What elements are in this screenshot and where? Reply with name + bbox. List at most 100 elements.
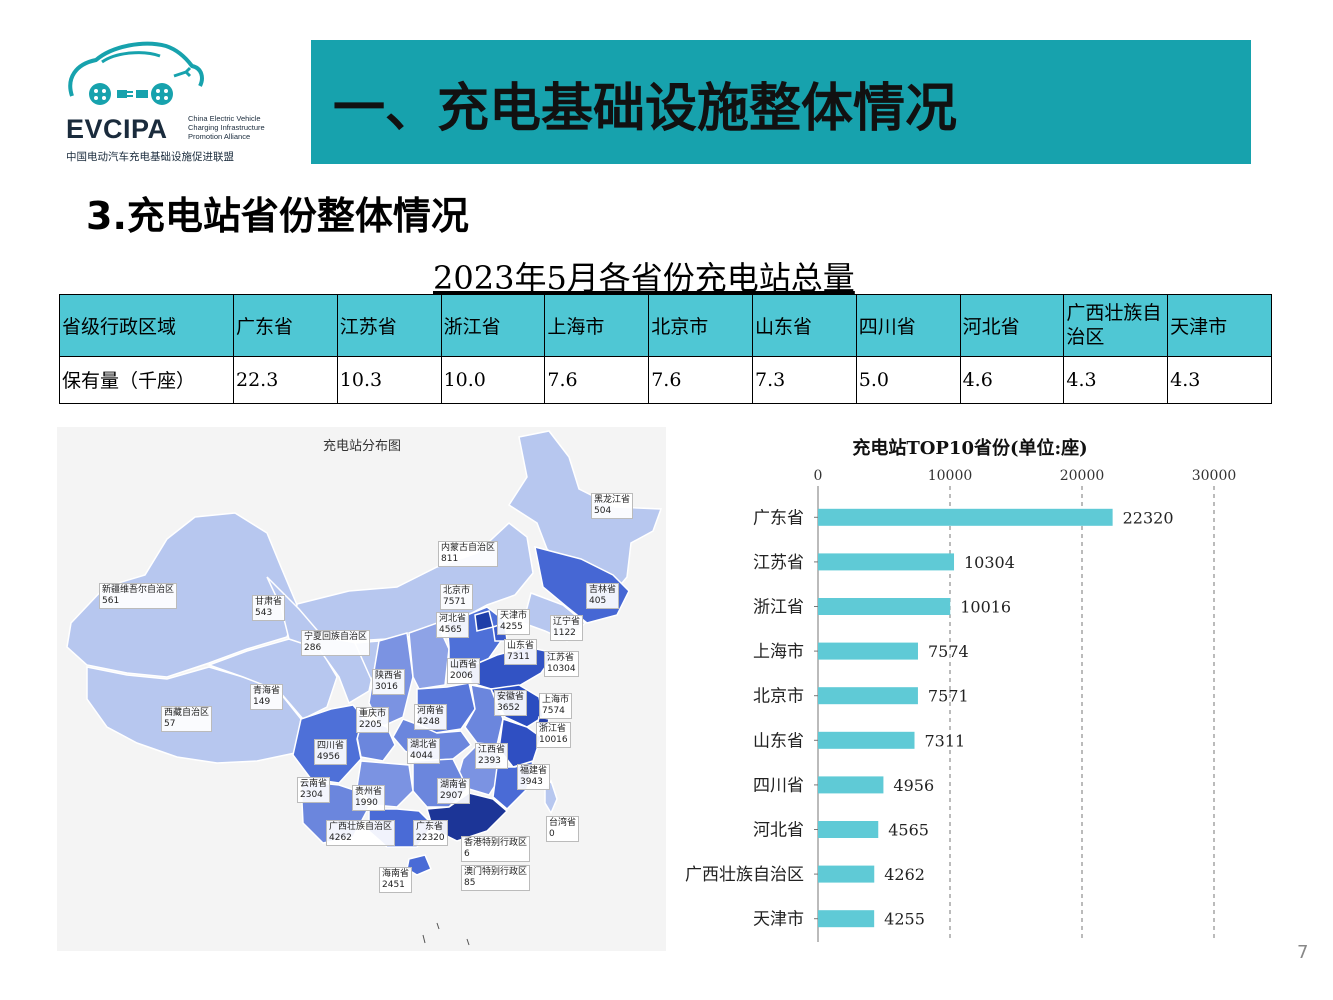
- map-label-beijing: 北京市 7571: [440, 584, 474, 610]
- map-label-jiangxi: 江西省 2393: [475, 743, 509, 769]
- map-label-shanxi: 山西省 2006: [447, 658, 481, 684]
- map-label-hongkong: 香港特别行政区 6: [461, 836, 531, 862]
- bar: [818, 910, 875, 928]
- map-label-xizang: 西藏自治区 57: [161, 706, 213, 732]
- table-cell-province: 山东省: [751, 294, 857, 357]
- section-title: 3.充电站省份整体情况: [86, 194, 469, 238]
- map-label-xinjiang: 新疆维吾尔自治区 561: [99, 583, 178, 609]
- map-label-sichuan: 四川省 4956: [314, 739, 348, 765]
- map-label-zhejiang: 浙江省 10016: [536, 722, 571, 748]
- row-header-region: 省级行政区域: [59, 294, 234, 357]
- ev-car-logo-icon: [68, 41, 204, 105]
- bar: [818, 553, 955, 571]
- map-label-jiangsu: 江苏省 10304: [544, 651, 579, 677]
- page-number: 7: [1297, 942, 1309, 963]
- map-label-liaoning: 辽宁省 1122: [550, 615, 584, 641]
- province-table: 省级行政区域 广东省 江苏省 浙江省 上海市 北京市 山东省 四川省 河北省 广…: [59, 294, 1272, 405]
- map-label-jilin: 吉林省 405: [586, 583, 620, 609]
- x-tick-label: 20000: [1060, 468, 1105, 484]
- table-cell-province: 河北省: [959, 294, 1065, 357]
- map-label-tianjin: 天津市 4255: [497, 609, 531, 635]
- bar: [818, 598, 951, 615]
- row-header-stock: 保有量（千座）: [59, 355, 234, 405]
- category-label: 北京市: [753, 687, 804, 707]
- category-label: 上海市: [753, 642, 804, 662]
- table-cell-value: 4.6: [959, 355, 1065, 405]
- x-tick-label: 10000: [928, 468, 973, 484]
- x-tick-label: 30000: [1192, 468, 1237, 484]
- category-label: 广东省: [753, 508, 804, 528]
- china-map-image: [66, 430, 663, 946]
- table-cell-province: 浙江省: [440, 294, 546, 357]
- category-label: 浙江省: [753, 598, 804, 618]
- data-label: 22320: [1123, 508, 1174, 527]
- data-label: 7574: [928, 642, 969, 661]
- bar: [818, 687, 918, 705]
- category-label: 江苏省: [753, 553, 804, 573]
- table-cell-value: 4.3: [1063, 355, 1169, 405]
- table-cell-province: 北京市: [648, 294, 753, 357]
- category-label: 广西壮族自治区: [685, 865, 804, 885]
- table-title: 2023年5月各省份充电站总量: [433, 259, 855, 297]
- data-label: 4255: [884, 910, 925, 929]
- data-label: 4565: [888, 821, 929, 840]
- table-cell-province: 江苏省: [336, 294, 442, 357]
- table-cell-value: 7.3: [751, 355, 857, 405]
- table-header-row: 省级行政区域 广东省 江苏省 浙江省 上海市 北京市 山东省 四川省 河北省 广…: [59, 294, 1272, 357]
- charging-station-map: 充电站分布图 黑龙江省 504 内蒙古自治区 811 新疆维吾尔自治区 561 甘肃省…: [57, 427, 666, 951]
- map-label-fujian: 福建省 3943: [517, 764, 551, 790]
- map-label-guizhou: 贵州省 1990: [352, 785, 386, 811]
- table-cell-value: 10.0: [440, 355, 546, 405]
- top10-bar-chart: 充电站TOP10省份(单位:座) 0 10000 20000 30000 广东省 22320…: [670, 428, 1270, 958]
- bar: [818, 508, 1113, 526]
- map-label-hebei: 河北省 4565: [436, 612, 470, 638]
- header-banner: 一、充电基础设施整体情况: [311, 40, 1251, 164]
- table-cell-value: 7.6: [544, 355, 650, 405]
- table-cell-province: 广西壮族自治区: [1063, 294, 1169, 357]
- map-label-anhui: 安徽省 3652: [494, 690, 528, 716]
- data-label: 4262: [884, 865, 925, 884]
- table-cell-province: 广东省: [233, 294, 338, 357]
- category-label: 四川省: [753, 776, 804, 796]
- map-label-shandong: 山东省 7311: [504, 639, 538, 665]
- map-label-hubei: 湖北省 4044: [407, 738, 441, 764]
- page-title: 一、充电基础设施整体情况: [333, 79, 958, 139]
- data-label: 10016: [960, 598, 1011, 617]
- chart-title: 充电站TOP10省份(单位:座): [852, 437, 1087, 459]
- logo-wordmark: EVCIPA: [66, 114, 168, 144]
- bar: [818, 642, 918, 660]
- logo-chinese-name: 中国电动汽车充电基础设施促进联盟: [66, 151, 234, 163]
- table-cell-value: 22.3: [233, 355, 338, 405]
- map-label-shanghai: 上海市 7574: [539, 693, 573, 719]
- data-label: 7311: [925, 731, 966, 750]
- bar: [818, 821, 879, 838]
- map-label-heilongjiang: 黑龙江省 504: [591, 493, 634, 519]
- map-label-chongqing: 重庆市 2205: [356, 707, 390, 733]
- map-label-hainan: 海南省 2451: [379, 867, 413, 893]
- table-cell-province: 天津市: [1167, 294, 1272, 357]
- category-label: 河北省: [753, 821, 804, 841]
- map-label-neimenggu: 内蒙古自治区 811: [438, 541, 499, 567]
- bar: [818, 731, 915, 749]
- category-label: 天津市: [753, 910, 804, 930]
- table-cell-province: 四川省: [855, 294, 961, 357]
- map-label-guangxi: 广西壮族自治区 4262: [326, 820, 396, 846]
- map-label-qinghai: 青海省 149: [250, 684, 284, 710]
- map-label-guangdong: 广东省 22320: [413, 820, 448, 846]
- map-label-henan: 河南省 4248: [414, 704, 448, 730]
- table-cell-value: 4.3: [1167, 355, 1272, 405]
- map-label-shaanxi: 陕西省 3016: [372, 669, 406, 695]
- table-cell-value: 5.0: [855, 355, 961, 405]
- map-label-ningxia: 宁夏回族自治区 286: [301, 630, 371, 656]
- logo-english-name: China Electric Vehicle Charging Infrastr…: [188, 114, 265, 141]
- table-cell-province: 上海市: [544, 294, 650, 357]
- map-label-taiwan: 台湾省 0: [546, 816, 580, 842]
- data-label: 4956: [893, 776, 934, 795]
- evcipa-logo: EVCIPA China Electric Vehicle Charging I…: [62, 38, 277, 168]
- category-label: 山东省: [753, 731, 804, 751]
- bar: [818, 776, 884, 794]
- map-label-hunan: 湖南省 2907: [437, 778, 471, 804]
- map-label-macau: 澳门特别行政区 85: [461, 865, 531, 891]
- bar-chart-svg: 充电站TOP10省份(单位:座) 0 10000 20000 30000 广东省 22320…: [685, 437, 1237, 942]
- data-label: 7571: [928, 687, 969, 706]
